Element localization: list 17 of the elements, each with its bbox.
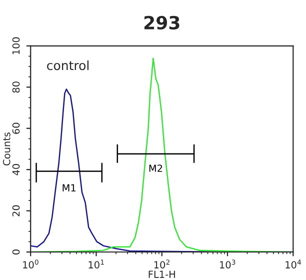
x-tick-label: 10$^{2}$ xyxy=(154,260,170,268)
x-tick-label: 10$^{3}$ xyxy=(220,260,236,268)
x-axis-title: FL1-H xyxy=(148,270,175,278)
y-tick-label: 40 xyxy=(12,164,20,176)
series-label: M2 xyxy=(149,164,162,172)
y-tick-label: 100 xyxy=(12,37,20,54)
x-tick-label: 10$^{1}$ xyxy=(88,260,104,268)
x-tick-label: 10$^{4}$ xyxy=(286,260,302,268)
y-tick-label: 0 xyxy=(12,250,20,254)
series-label: M1 xyxy=(62,184,76,192)
y-axis-title: Counts xyxy=(2,132,10,166)
y-tick-label: 60 xyxy=(12,122,20,134)
chart-title: 293 xyxy=(144,16,180,30)
y-tick-label: 20 xyxy=(12,205,20,216)
x-tick-label: 10$^{0}$ xyxy=(23,260,38,268)
annotation: control xyxy=(47,60,89,70)
y-tick-label: 80 xyxy=(12,82,20,93)
